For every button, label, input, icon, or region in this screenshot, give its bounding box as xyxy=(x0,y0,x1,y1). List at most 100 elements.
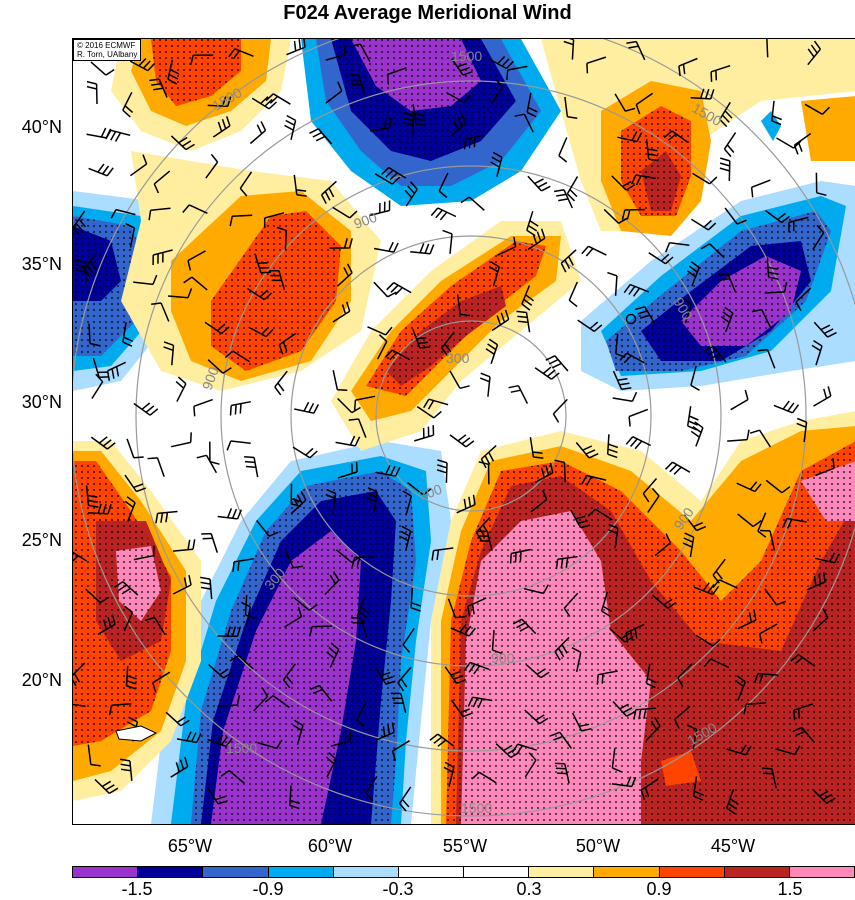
ring-label: 900 xyxy=(199,364,222,392)
wind-barb-icon xyxy=(735,675,746,701)
wind-barb-icon xyxy=(509,548,531,564)
colorbar-segment xyxy=(529,867,595,877)
wind-barb-icon xyxy=(248,326,274,338)
wind-barb-icon xyxy=(766,39,769,58)
lat-label-25: 25°N xyxy=(21,530,62,550)
wind-barb-icon xyxy=(663,130,689,144)
wind-barb-icon xyxy=(326,642,340,668)
wind-barb-icon xyxy=(796,417,808,443)
colorbar-label: 0.3 xyxy=(516,879,542,899)
wind-barb-icon xyxy=(268,269,286,291)
lon-label-65: 65°W xyxy=(167,836,213,856)
wind-barb-icon xyxy=(807,40,822,66)
wind-barb-icon xyxy=(152,671,171,693)
ring-label: 300 xyxy=(446,350,470,366)
wind-barb-icon xyxy=(631,174,656,186)
wind-barb-icon xyxy=(369,200,391,217)
wind-barb-icon xyxy=(289,785,300,810)
wind-barb-icon xyxy=(110,208,136,219)
wind-barb-icon xyxy=(325,752,337,778)
wind-barb-icon xyxy=(471,771,497,784)
wind-barb-icon xyxy=(351,556,375,568)
wind-barb-icon xyxy=(633,707,656,720)
wind-barb-icon xyxy=(123,605,134,632)
wind-barb-icon xyxy=(412,104,426,127)
wind-barb-icon xyxy=(525,663,550,679)
wind-barb-icon xyxy=(571,712,592,732)
wind-barb-icon xyxy=(240,601,252,627)
wind-barb-icon xyxy=(412,328,430,349)
wind-barb-icon xyxy=(511,743,537,755)
wind-barb-icon xyxy=(404,181,418,207)
wind-barb-icon xyxy=(812,608,829,632)
wind-barb-icon xyxy=(790,653,816,667)
wind-barb-icon xyxy=(545,355,569,372)
wind-barb-icon xyxy=(217,695,241,708)
wind-barb-icon xyxy=(175,376,187,402)
wind-barb-icon xyxy=(695,634,721,647)
wind-barb-icon xyxy=(398,786,412,812)
wind-barb-icon xyxy=(600,591,612,617)
wind-barb-icon xyxy=(558,137,568,163)
wind-barb-icon xyxy=(402,627,415,653)
wind-barb-icon xyxy=(560,249,577,273)
wind-barb-icon xyxy=(292,446,318,459)
wind-barb-icon xyxy=(490,151,503,177)
wind-barb-icon xyxy=(391,740,410,761)
lon-label-45: 45°W xyxy=(710,836,756,856)
wind-barb-icon xyxy=(274,370,288,396)
wind-barb-icon xyxy=(430,207,457,221)
wind-barb-icon xyxy=(640,778,659,800)
wind-barb-icon xyxy=(555,555,578,570)
wind-barb-icon xyxy=(85,588,110,604)
wind-barb-icon xyxy=(596,670,618,685)
map-panel: © 2016 ECMWF R. Torn, UAlbany xyxy=(72,38,855,825)
wind-barb-icon xyxy=(512,618,537,635)
wind-barb-icon xyxy=(568,281,578,308)
wind-barb-icon xyxy=(256,520,279,537)
wind-barb-icon xyxy=(265,93,291,105)
wind-barb-icon xyxy=(384,349,411,361)
wind-barb-icon xyxy=(90,61,115,76)
wind-barb-icon xyxy=(247,287,273,301)
wind-barb-icon xyxy=(403,112,414,136)
wind-barb-icon xyxy=(105,129,131,142)
wind-barb-icon xyxy=(147,457,165,478)
wind-barb-icon xyxy=(431,547,454,561)
wind-barb-icon xyxy=(129,154,148,177)
wind-barb-icon xyxy=(152,249,173,266)
wind-barb-icon xyxy=(254,253,271,274)
wind-barb-icon xyxy=(264,695,290,709)
wind-barb-icon xyxy=(523,584,549,595)
wind-barb-icon xyxy=(332,370,348,392)
wind-barb-icon xyxy=(133,274,158,286)
wind-barb-icon xyxy=(690,218,717,231)
wind-barb-icon xyxy=(648,252,674,265)
wind-barb-icon xyxy=(530,489,548,513)
wind-barb-icon xyxy=(294,401,320,414)
wind-barb-icon xyxy=(506,65,528,81)
wind-barb-icon xyxy=(737,513,762,528)
wind-barb-icon xyxy=(456,294,471,317)
wind-barb-icon xyxy=(495,743,520,759)
wind-barb-icon xyxy=(126,438,144,459)
lat-label-35: 35°N xyxy=(21,254,62,274)
wind-barb-icon xyxy=(554,459,567,483)
wind-barb-icon xyxy=(773,400,800,414)
wind-barb-icon xyxy=(75,259,87,283)
wind-barb-icon xyxy=(488,55,514,70)
wind-barb-icon xyxy=(251,96,278,110)
wind-barb-icon xyxy=(282,663,296,689)
wind-barb-icon xyxy=(209,441,220,465)
wind-barb-icon xyxy=(376,334,388,360)
lat-label-20: 20°N xyxy=(21,670,62,690)
lon-label-50: 50°W xyxy=(575,836,621,856)
wind-barb-icon xyxy=(491,309,510,332)
wind-barb-icon xyxy=(554,636,570,661)
colorbar-segment xyxy=(464,867,530,877)
wind-barb-icon xyxy=(187,250,206,271)
wind-barb-icon xyxy=(491,630,503,655)
wind-barb-icon xyxy=(683,514,707,532)
wind-barb-icon xyxy=(611,175,636,191)
wind-barb-icon xyxy=(719,101,733,128)
